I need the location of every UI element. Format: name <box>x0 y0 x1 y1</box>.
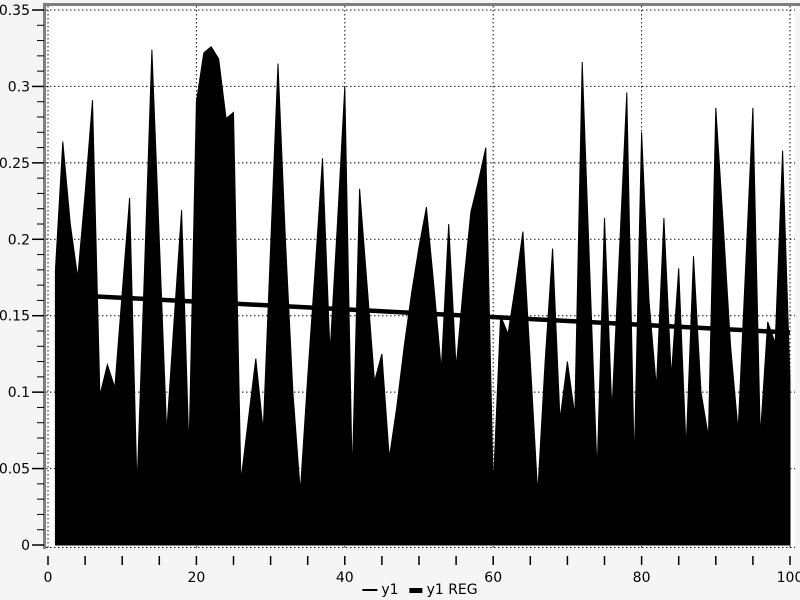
y-tick-label: 0 <box>21 538 30 554</box>
legend-label-y1: y1 <box>381 582 399 598</box>
legend-label-y1-reg: y1 REG <box>426 582 478 598</box>
legend-swatch-y1-reg-line-icon <box>409 587 423 593</box>
y-tick-label: 0.1 <box>8 385 30 401</box>
y-tick-label: 0.25 <box>0 156 30 172</box>
plot-top-border <box>43 3 800 6</box>
y-tick-label: 0.05 <box>0 462 30 478</box>
y-tick-label: 0.15 <box>0 309 30 325</box>
x-tick-label: 60 <box>484 570 502 586</box>
y-tick-label: 0.35 <box>0 3 30 19</box>
x-tick-label: 20 <box>187 570 205 586</box>
legend-swatch-y1-line-icon <box>362 589 378 591</box>
series-y1-reg-line <box>55 292 791 335</box>
x-tick-label: 40 <box>336 570 354 586</box>
series-y1-area <box>54 45 791 546</box>
chart-legend: y1 y1 REG <box>362 582 478 598</box>
y-tick-label: 0.2 <box>8 232 30 248</box>
x-tick-label: 100 <box>777 570 800 586</box>
y-axis-line <box>43 3 46 549</box>
x-tick-label: 80 <box>633 570 651 586</box>
x-tick-label: 0 <box>44 570 53 586</box>
y-tick-label: 0.3 <box>8 79 30 95</box>
